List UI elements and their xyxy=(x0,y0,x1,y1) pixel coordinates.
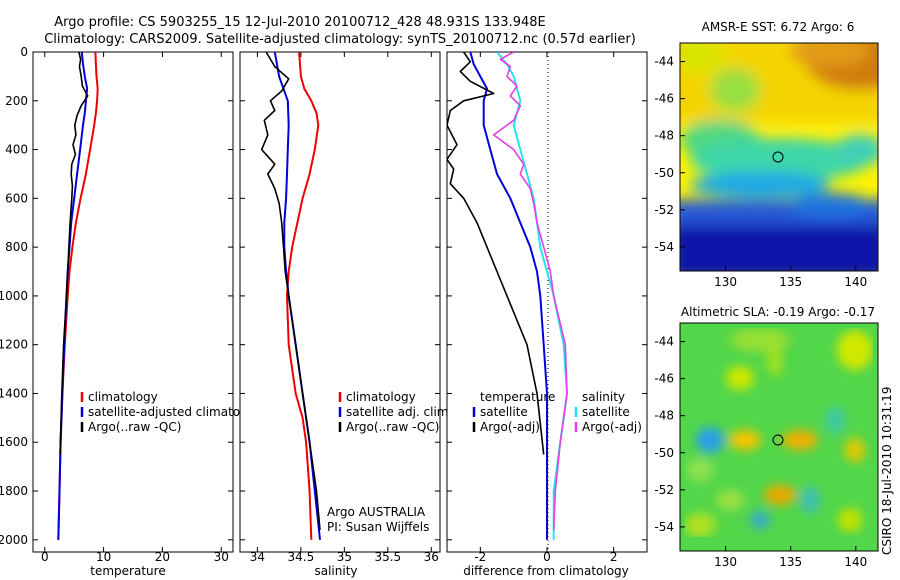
x-tick-label: 30 xyxy=(214,550,229,564)
difference-xlabel: difference from climatology xyxy=(463,564,629,578)
legend-label: Argo(..raw -QC) xyxy=(346,420,439,434)
legend-label: satellite-adjusted climatolog xyxy=(88,405,258,419)
series-line-salinity-argo-adj- xyxy=(492,52,568,531)
map-x-tick-label: 135 xyxy=(779,275,802,289)
map-y-tick-label: -46 xyxy=(654,372,674,386)
x-tick-label: 20 xyxy=(155,550,170,564)
y-tick-label: 600 xyxy=(5,191,28,205)
map-x-tick-label: 130 xyxy=(714,275,737,289)
sst-map-title: AMSR-E SST: 6.72 Argo: 6 xyxy=(702,20,855,34)
y-tick-label: 1200 xyxy=(0,338,28,352)
temperature-panel: 0 10 20 30 0 200 400 600 800 1000 1200 1400 1600 1800… xyxy=(0,45,258,578)
figure-title-line1: Argo profile: CS 5903255_15 12-Jul-2010 … xyxy=(54,15,545,30)
legend-label: satellite adj. clim. xyxy=(346,405,452,419)
y-tick-label: 1400 xyxy=(0,386,28,400)
x-tick-label: 34 xyxy=(250,550,265,564)
csiro-credit: CSIRO 18-Jul-2010 10:31:19 xyxy=(880,387,894,555)
map-y-tick-label: -44 xyxy=(654,335,674,349)
argo-australia-label: Argo AUSTRALIA xyxy=(327,505,426,519)
map-y-tick-label: -50 xyxy=(654,166,674,180)
series-line-argo-raw-qc- xyxy=(260,52,321,531)
map-y-tick-label: -44 xyxy=(654,55,674,69)
map-y-tick-label: -46 xyxy=(654,92,674,106)
x-tick-label: 35.5 xyxy=(374,550,401,564)
x-tick-label: 34.5 xyxy=(288,550,315,564)
x-tick-label: -2 xyxy=(474,550,486,564)
map-x-tick-label: 140 xyxy=(844,555,867,569)
legend-label: climatology xyxy=(88,390,158,404)
series-line-climatology xyxy=(286,52,320,540)
x-tick-label: 0 xyxy=(41,550,49,564)
x-tick-label: 10 xyxy=(96,550,111,564)
sla-argo-marker xyxy=(772,434,784,446)
legend-label: climatology xyxy=(346,390,416,404)
map-y-tick-label: -54 xyxy=(654,240,674,254)
sst-map: AMSR-E SST: 6.72 Argo: 6 130 135 140 -44 -46… xyxy=(654,20,879,289)
x-tick-label: 2 xyxy=(610,550,618,564)
series-line-temperature-satellite xyxy=(469,52,548,540)
legend-title-temperature: temperature xyxy=(480,390,555,404)
sla-map-title: Altimetric SLA: -0.19 Argo: -0.17 xyxy=(681,305,875,319)
temperature-xlabel: temperature xyxy=(90,564,165,578)
y-tick-label: 1800 xyxy=(0,484,28,498)
y-tick-label: 2000 xyxy=(0,533,28,547)
x-tick-label: 36 xyxy=(424,550,439,564)
salinity-xlabel: salinity xyxy=(314,564,357,578)
legend-label: satellite xyxy=(582,405,630,419)
pi-label: PI: Susan Wijffels xyxy=(327,520,429,534)
x-tick-label: 0 xyxy=(543,550,551,564)
map-y-tick-label: -52 xyxy=(654,203,674,217)
y-tick-label: 200 xyxy=(5,94,28,108)
map-y-tick-label: -54 xyxy=(654,520,674,534)
y-tick-label: 1600 xyxy=(0,435,28,449)
map-y-tick-label: -52 xyxy=(654,483,674,497)
y-tick-label: 0 xyxy=(20,45,28,59)
legend-label: Argo(-adj) xyxy=(480,420,540,434)
legend-label: Argo(-adj) xyxy=(582,420,642,434)
map-y-tick-label: -48 xyxy=(654,409,674,423)
y-tick-label: 800 xyxy=(5,240,28,254)
map-x-tick-label: 140 xyxy=(844,275,867,289)
salinity-panel: 34 34.5 35 35.5 36 salinity climatologysatel… xyxy=(239,51,452,578)
x-tick-label: 35 xyxy=(337,550,352,564)
map-x-tick-label: 135 xyxy=(779,555,802,569)
figure-title-line2: Climatology: CARS2009. Satellite-adjuste… xyxy=(44,32,636,47)
difference-panel: -2 0 2 difference from climatology tempera… xyxy=(446,51,648,578)
map-y-tick-label: -50 xyxy=(654,446,674,460)
map-y-tick-label: -48 xyxy=(654,129,674,143)
legend-label: satellite xyxy=(480,405,528,419)
map-x-tick-label: 130 xyxy=(714,555,737,569)
legend-label: Argo(..raw -QC) xyxy=(88,420,181,434)
series-line-argo-raw-qc- xyxy=(59,52,89,455)
y-tick-label: 400 xyxy=(5,143,28,157)
y-tick-label: 1000 xyxy=(0,289,28,303)
sla-map: Altimetric SLA: -0.19 Argo: -0.17 xyxy=(654,305,879,569)
legend-title-salinity: salinity xyxy=(582,390,625,404)
sst-argo-marker xyxy=(772,151,784,163)
series-line-temperature-argo-adj- xyxy=(447,52,545,455)
